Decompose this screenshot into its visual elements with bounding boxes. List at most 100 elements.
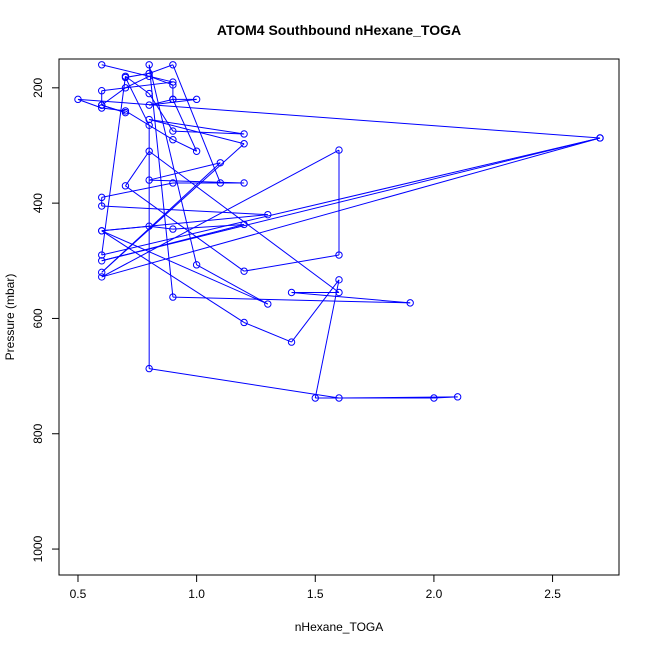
data-point — [74, 95, 82, 104]
x-tick-label: 2.0 — [426, 587, 443, 601]
series-segment — [101, 230, 269, 305]
data-point — [169, 61, 177, 69]
series-segment — [101, 137, 601, 256]
data-point — [145, 222, 153, 230]
data-point — [145, 69, 153, 78]
data-point — [169, 179, 177, 187]
data-point — [311, 394, 319, 402]
y-axis: 200 400 600 800 1000 — [31, 77, 60, 562]
data-point — [169, 225, 177, 233]
data-point — [145, 176, 153, 184]
data-point — [240, 267, 248, 275]
data-point — [145, 101, 153, 109]
series-segment — [149, 225, 173, 230]
x-tick-label: 2.5 — [544, 587, 561, 601]
series-segment — [244, 254, 340, 272]
data-point — [192, 261, 201, 269]
data-point — [145, 89, 153, 98]
data-point — [216, 159, 225, 167]
data-point — [98, 273, 106, 281]
data-point — [192, 95, 201, 104]
data-point — [264, 210, 272, 219]
series-segment — [101, 81, 173, 92]
data-point — [169, 95, 177, 104]
series-segment — [148, 75, 174, 86]
series-segment — [338, 396, 458, 399]
series-segment — [149, 368, 340, 399]
data-point — [145, 147, 153, 155]
series-segment — [101, 230, 245, 323]
data-point — [121, 73, 130, 82]
series-segment — [77, 98, 601, 139]
data-point — [169, 78, 177, 86]
data-point — [145, 364, 153, 373]
series-segment — [125, 72, 150, 78]
x-tick-label: 1.5 — [307, 587, 324, 601]
x-tick-label: 0.5 — [70, 587, 87, 601]
data-point — [98, 61, 106, 69]
data-point — [264, 300, 272, 308]
data-point — [596, 134, 604, 142]
series-segment — [314, 279, 340, 399]
series-segment — [148, 64, 174, 74]
x-axis: 0.5 1.0 1.5 2.0 2.5 — [70, 574, 561, 601]
chart-title: ATOM4 Southbound nHexane_TOGA — [217, 22, 461, 38]
series-segment — [291, 291, 411, 304]
data-point — [145, 72, 153, 80]
series-segment — [101, 205, 268, 216]
series-segment — [149, 119, 245, 135]
series-segment — [125, 150, 150, 187]
x-tick-label: 1.0 — [188, 587, 205, 601]
data-point — [98, 251, 106, 259]
data-point — [453, 393, 462, 401]
data-point — [335, 394, 343, 402]
series-segment — [291, 279, 340, 343]
data-point — [216, 179, 225, 187]
data-point — [240, 318, 248, 327]
y-axis-label: Pressure (mbar) — [3, 274, 17, 361]
data-point — [335, 251, 343, 259]
series-segment — [196, 264, 269, 305]
series-segment — [77, 98, 102, 109]
series-segment — [172, 130, 245, 135]
y-tick-label: 400 — [31, 193, 45, 213]
series-segment — [149, 119, 245, 145]
data-point — [406, 299, 414, 307]
series-segment — [148, 150, 340, 293]
data-point — [98, 101, 106, 109]
data-point — [121, 84, 130, 92]
data-point — [145, 61, 153, 69]
series-segment — [172, 64, 221, 184]
data-point — [240, 130, 248, 138]
data-point — [240, 179, 248, 187]
data-point — [98, 268, 106, 277]
data-point — [240, 220, 248, 229]
series-lines — [77, 64, 601, 399]
data-point — [121, 107, 130, 115]
x-axis-label: nHexane_TOGA — [295, 620, 384, 634]
data-point — [169, 293, 177, 301]
data-point — [121, 182, 130, 190]
series-points — [74, 61, 604, 402]
data-point — [145, 121, 153, 130]
data-point — [192, 147, 201, 155]
y-tick-label: 800 — [31, 423, 45, 443]
data-point — [287, 288, 296, 297]
y-tick-label: 600 — [31, 308, 45, 328]
series-segment — [101, 107, 126, 112]
data-point — [335, 288, 343, 297]
data-point — [98, 227, 106, 235]
series-segment — [101, 137, 601, 278]
series-segment — [125, 185, 245, 272]
data-point — [98, 257, 106, 265]
series-segment — [101, 87, 126, 106]
data-point — [169, 136, 177, 144]
series-segment — [243, 322, 292, 343]
series-segment — [172, 139, 197, 152]
series-segment — [101, 137, 601, 262]
series-segment — [148, 64, 198, 265]
data-point — [169, 81, 177, 89]
series-segment — [101, 64, 174, 83]
